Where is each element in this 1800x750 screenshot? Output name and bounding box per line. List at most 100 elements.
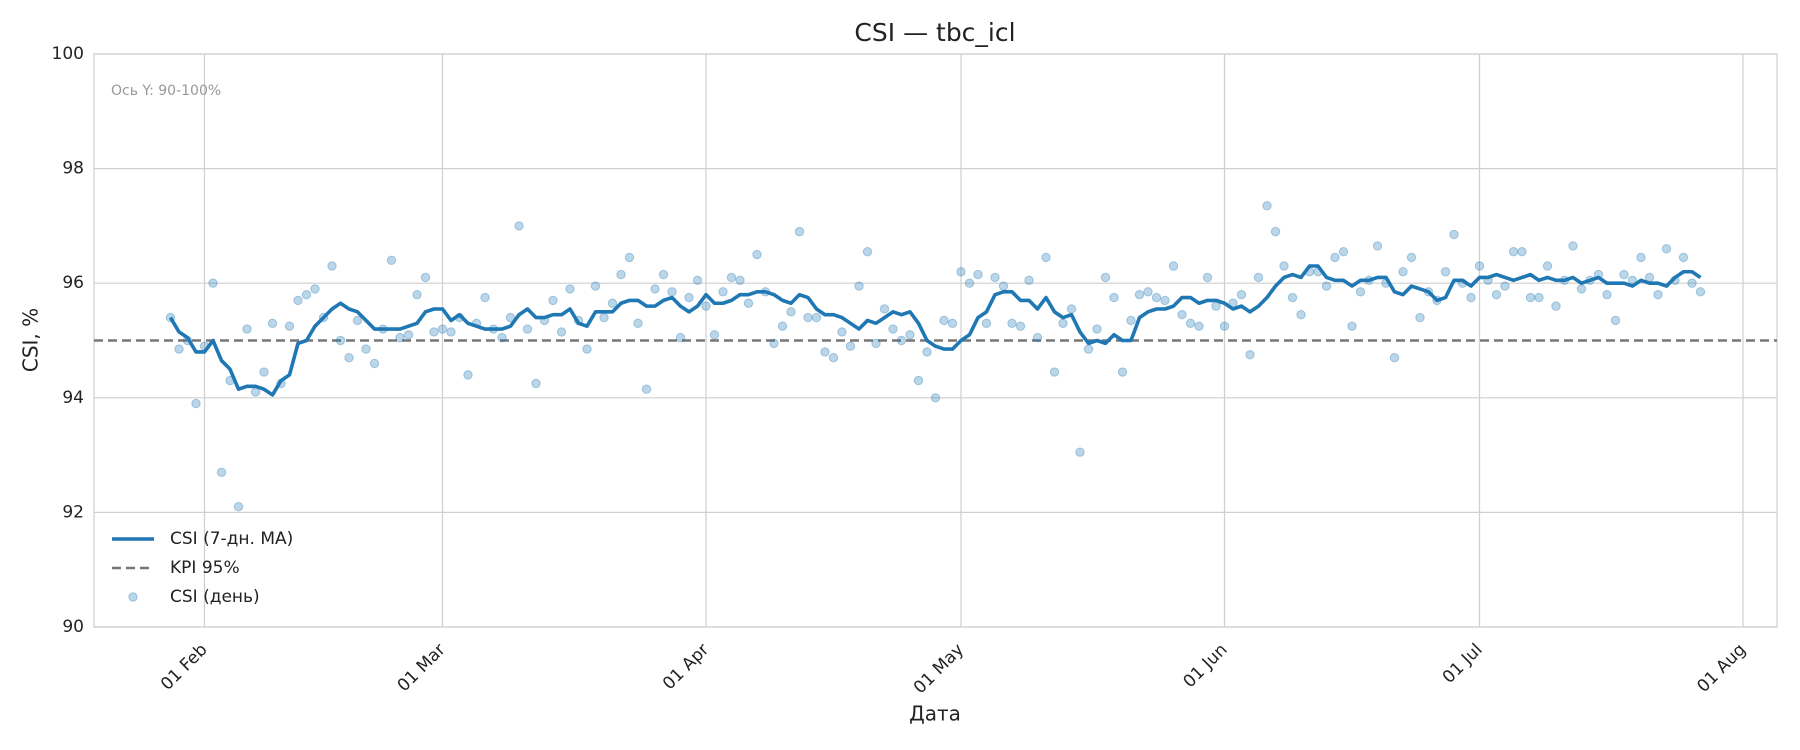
scatter-point: [786, 307, 796, 317]
scatter-point: [667, 287, 677, 297]
scatter-point: [1202, 272, 1213, 283]
scatter-point: [633, 318, 643, 329]
y-tick-label: 96: [62, 273, 84, 293]
scatter-point: [1024, 275, 1034, 286]
scatter-point: [1279, 261, 1289, 271]
scatter-point: [1347, 321, 1357, 331]
scatter-point: [259, 367, 269, 377]
scatter-point: [1262, 201, 1272, 211]
scatter-point: [998, 281, 1009, 291]
scatter-point: [1406, 252, 1417, 263]
scatter-point: [684, 292, 694, 303]
scatter-point: [1143, 287, 1153, 297]
scatter-point: [437, 324, 448, 334]
scatter-point: [565, 284, 575, 294]
scatter-point: [1032, 332, 1043, 343]
scatter-point: [658, 269, 669, 280]
scatter-point: [981, 318, 992, 329]
scatter-point: [1636, 252, 1646, 263]
scatter-point: [845, 341, 856, 351]
scatter-point: [820, 347, 830, 357]
scatter-point: [514, 221, 524, 231]
scatter-point: [1687, 278, 1697, 288]
scatter-point: [990, 272, 1000, 283]
scatter-point: [862, 246, 873, 257]
scatter-point: [1321, 281, 1332, 291]
scatter-point: [1007, 318, 1017, 329]
scatter-point: [1151, 292, 1162, 303]
scatter-point: [939, 315, 949, 326]
scatter-point: [1372, 241, 1383, 251]
scatter-point: [692, 275, 703, 286]
y-tick-label: 94: [62, 388, 84, 408]
scatter-point: [1398, 267, 1408, 277]
scatter-point: [301, 289, 312, 300]
scatter-point: [429, 327, 439, 337]
scatter-point: [675, 332, 686, 343]
scatter-point: [1083, 344, 1094, 354]
scatter-point: [590, 281, 601, 291]
scatter-point: [743, 298, 754, 308]
scatter-point: [480, 292, 490, 303]
scatter-point: [463, 370, 473, 380]
scatter-point: [718, 287, 728, 297]
scatter-point: [1576, 284, 1587, 294]
scatter-point: [1126, 315, 1136, 326]
scatter-point: [1015, 321, 1026, 331]
scatter-point: [956, 267, 966, 277]
scatter-point: [216, 467, 227, 477]
chart-title: CSI — tbc_icl: [854, 18, 1015, 47]
scatter-point: [1568, 241, 1578, 251]
scatter-point: [1619, 269, 1629, 280]
scatter-point: [794, 226, 805, 237]
scatter-point: [420, 272, 431, 283]
scatter-point: [1168, 261, 1179, 271]
scatter-point: [497, 332, 507, 343]
scatter-point: [335, 335, 346, 346]
scatter-point: [973, 269, 983, 280]
scatter-point: [828, 352, 839, 363]
scatter-point: [701, 301, 711, 311]
scatter-point: [242, 324, 252, 334]
scatter-point: [208, 278, 218, 288]
scatter-point: [650, 284, 660, 294]
scatter-point: [1330, 252, 1340, 263]
scatter-point: [1109, 292, 1119, 303]
scatter-point: [1542, 261, 1553, 271]
scatter-point: [624, 252, 635, 263]
scatter-point: [964, 278, 975, 288]
scatter-point: [1185, 318, 1196, 329]
scatter-point: [607, 298, 618, 308]
scatter-point: [1508, 246, 1519, 257]
scatter-point: [1610, 315, 1621, 326]
scatter-point: [386, 255, 397, 265]
scatter-point: [310, 284, 320, 294]
scatter-point: [1661, 244, 1672, 254]
scatter-point: [1270, 226, 1281, 237]
scatter-point: [1134, 289, 1145, 300]
scatter-point: [1525, 292, 1536, 303]
scatter-point: [1517, 246, 1527, 257]
scatter-point: [395, 332, 405, 343]
scatter-point: [1551, 301, 1561, 311]
scatter-point: [1678, 252, 1689, 263]
scatter-point: [1092, 324, 1102, 334]
scatter-point: [1500, 281, 1510, 291]
scatter-point: [233, 501, 244, 512]
scatter-point: [284, 321, 295, 331]
scatter-point: [1534, 292, 1544, 303]
scatter-point: [1338, 246, 1349, 257]
scatter-point: [1194, 321, 1204, 331]
scatter-point: [777, 321, 788, 331]
scatter-point: [709, 330, 720, 340]
y-tick-label: 92: [62, 502, 84, 522]
y-tick-label: 90: [62, 617, 84, 637]
ma-line: [168, 264, 1702, 397]
y-axis-label: CSI, %: [19, 308, 43, 372]
scatter-point: [1653, 289, 1663, 300]
scatter-point: [1049, 367, 1060, 377]
scatter-point: [1219, 321, 1230, 331]
scatter-point: [1117, 367, 1128, 377]
scatter-point: [1041, 252, 1051, 263]
